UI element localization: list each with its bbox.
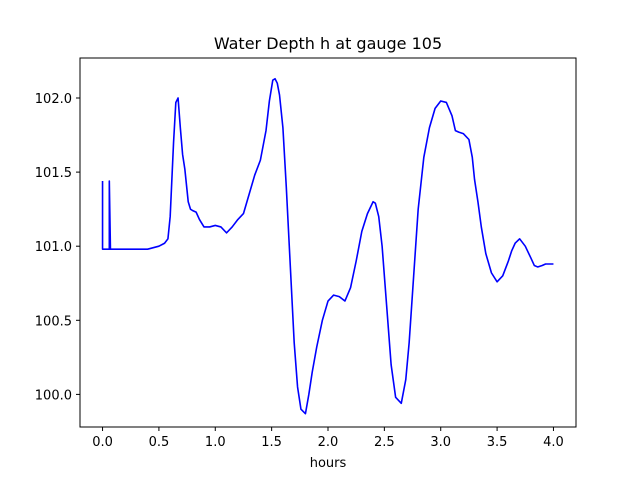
y-tick-label: 101.0 [35, 240, 72, 255]
series-line [101, 77, 554, 415]
x-tick-label: 4.0 [543, 435, 564, 450]
x-tick-label: 2.0 [318, 435, 339, 450]
x-tick-label: 2.5 [374, 435, 395, 450]
x-tick-label: 1.5 [261, 435, 282, 450]
y-axis: 100.0 100.5 101.0 101.5 102.0 [35, 92, 80, 403]
y-tick-label: 100.5 [35, 314, 72, 329]
chart-title: Water Depth h at gauge 105 [214, 34, 442, 53]
x-axis-label: hours [310, 456, 347, 471]
plot-area [101, 77, 554, 415]
x-tick-label: 3.5 [487, 435, 508, 450]
x-tick-label: 0.5 [149, 435, 170, 450]
y-tick-label: 102.0 [35, 92, 72, 107]
x-tick-label: 0.0 [92, 435, 113, 450]
x-axis: 0.0 0.5 1.0 1.5 2.0 2.5 3.0 3.5 4.0 [92, 427, 564, 450]
x-tick-label: 3.0 [430, 435, 451, 450]
y-tick-label: 100.0 [35, 388, 72, 403]
x-tick-label: 1.0 [205, 435, 226, 450]
y-tick-label: 101.5 [35, 166, 72, 181]
